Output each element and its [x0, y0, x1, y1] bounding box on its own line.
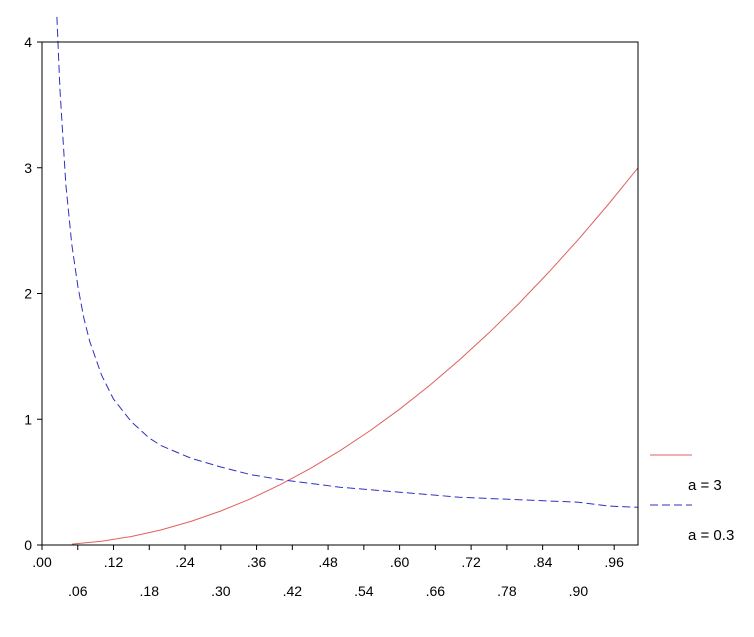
x-tick-label: .90: [569, 583, 589, 599]
x-tick-label: .06: [68, 583, 88, 599]
x-tick-label: .18: [140, 583, 160, 599]
x-tick-label: .72: [461, 554, 481, 570]
x-tick-label: .12: [104, 554, 124, 570]
x-tick-label: .00: [32, 554, 52, 570]
x-tick-label: .66: [426, 583, 446, 599]
y-tick-label: 1: [24, 411, 32, 427]
legend-label-a-0-3: a = 0.3: [688, 527, 734, 544]
x-tick-label: .30: [211, 583, 231, 599]
series-line-a-0-3: [56, 16, 639, 508]
series-line-a-3: [71, 167, 639, 545]
series-layer: [56, 16, 639, 545]
x-tick-label: .54: [354, 583, 374, 599]
x-tick-label: .78: [497, 583, 517, 599]
x-tick-label: .96: [604, 554, 624, 570]
y-tick-label: 4: [24, 34, 32, 50]
legend: a = 3 a = 0.3: [650, 454, 734, 544]
x-tick-label: .36: [247, 554, 267, 570]
x-tick-label: .84: [533, 554, 553, 570]
legend-label-a-3: a = 3: [688, 477, 722, 494]
axis-layer: 0 1 2 3 4 .00 .12 .24 .36 .48 .60 .72 .84 .96 .06 .18 .3…: [24, 34, 624, 599]
x-tick-label: .42: [283, 583, 303, 599]
x-tick-label: .48: [318, 554, 338, 570]
y-tick-label: 3: [24, 160, 32, 176]
y-tick-label: 2: [24, 286, 32, 302]
x-tick-label: .60: [390, 554, 410, 570]
x-tick-label: .24: [175, 554, 195, 570]
y-tick-label: 0: [24, 537, 32, 553]
plot-frame: [41, 41, 639, 546]
